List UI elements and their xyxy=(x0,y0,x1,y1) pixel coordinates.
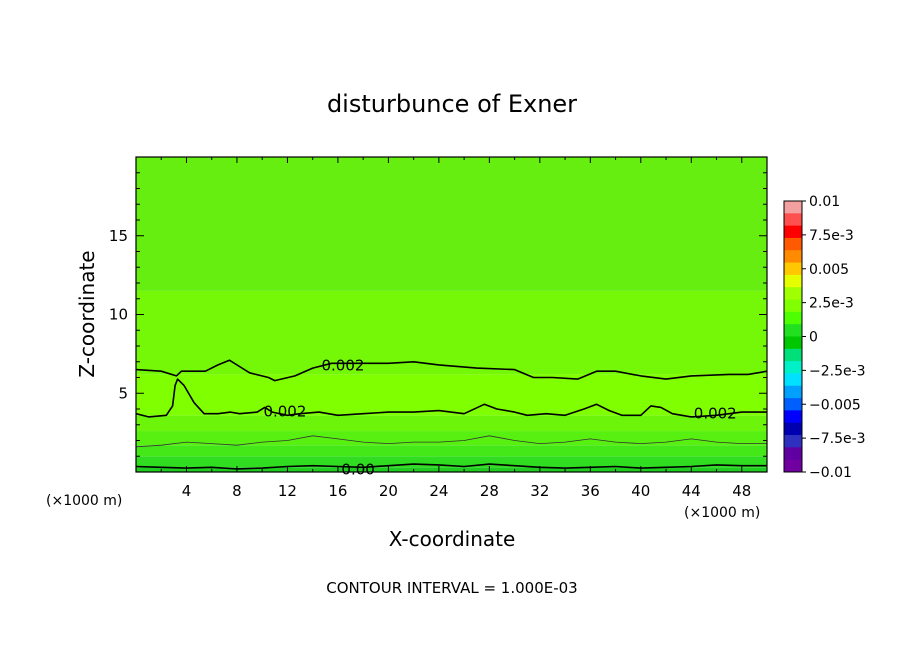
colorbar-swatch xyxy=(784,225,802,239)
colorbar-label: −0.01 xyxy=(809,465,852,481)
contour-fill-layer xyxy=(136,157,767,472)
colorbar-swatch xyxy=(784,336,802,350)
colorbar-label: −7.5e-3 xyxy=(809,431,866,447)
contour-band-1 xyxy=(136,456,767,468)
colorbar-swatch xyxy=(784,287,802,301)
colorbar-swatch xyxy=(784,385,802,399)
x-tick-label: 44 xyxy=(682,482,701,500)
colorbar-label: 2.5e-3 xyxy=(809,296,854,312)
colorbar-swatch xyxy=(784,201,802,214)
x-tick-label: 36 xyxy=(581,482,600,500)
contour-label-1: 0.002 xyxy=(263,402,306,420)
y-tick-label: 5 xyxy=(118,384,128,402)
colorbar-swatch xyxy=(784,324,802,337)
contour-label-0: 0.002 xyxy=(321,357,364,375)
colorbar-swatch xyxy=(784,410,802,424)
contour-line-layer xyxy=(136,359,767,470)
colorbar-swatch xyxy=(784,311,802,325)
contour-band-4 xyxy=(136,415,767,432)
x-tick-label: 4 xyxy=(182,482,192,500)
x-axis-title: X-coordinate xyxy=(389,527,516,551)
y-tick-label: 10 xyxy=(109,306,128,324)
x-tick-label: 8 xyxy=(232,482,242,500)
x-tick-label: 32 xyxy=(530,482,549,500)
contour-band-5 xyxy=(136,374,767,416)
contour-line-1 xyxy=(136,378,767,418)
colorbar: 0.01 7.5e-3 0.005 2.5e-3 0 −2.5e-3 −0.005 −7.5e… xyxy=(783,194,866,481)
colorbar-swatch xyxy=(784,348,802,362)
contour-band-0 xyxy=(136,467,767,472)
colorbar-label: 0.005 xyxy=(809,262,849,278)
contour-band-7 xyxy=(136,157,767,291)
contour-band-3 xyxy=(136,431,767,446)
colorbar-swatch xyxy=(784,213,802,227)
contour-line-3 xyxy=(136,463,767,470)
contour-interval-note: CONTOUR INTERVAL = 1.000E-03 xyxy=(326,579,577,597)
colorbar-swatch xyxy=(784,237,802,251)
x-tick-label: 48 xyxy=(732,482,751,500)
x-tick-label: 24 xyxy=(429,482,448,500)
colorbar-swatch xyxy=(784,262,802,276)
colorbar-label: 0 xyxy=(809,330,818,346)
y-axis-ticks: 5 10 15 xyxy=(109,172,767,457)
contour-label-layer: 0.002 0.002 0.00 0.002 xyxy=(263,357,736,479)
x-tick-label: 16 xyxy=(328,482,347,500)
x-tick-label: 20 xyxy=(379,482,398,500)
colorbar-label: 7.5e-3 xyxy=(809,228,854,244)
colorbar-swatch xyxy=(784,373,802,387)
colorbar-swatch xyxy=(784,250,802,264)
colorbar-label: −0.005 xyxy=(809,397,861,413)
x-tick-label: 40 xyxy=(631,482,650,500)
chart-title: disturbunce of Exner xyxy=(327,90,577,118)
contour-band-2 xyxy=(136,445,767,457)
colorbar-label: 0.01 xyxy=(809,194,840,210)
x-tick-label: 12 xyxy=(278,482,297,500)
contour-line-0 xyxy=(136,359,767,382)
contour-line-2 xyxy=(136,435,767,448)
y-axis-title: Z-coordinate xyxy=(75,250,99,377)
x-axis-ticks: 4 8 12 16 20 24 28 32 36 40 44 48 xyxy=(160,157,751,500)
colorbar-swatch xyxy=(784,459,802,473)
contour-band-6 xyxy=(136,290,767,375)
colorbar-swatch xyxy=(784,447,802,461)
colorbar-label: −2.5e-3 xyxy=(809,363,866,379)
x-unit-label-right: (×1000 m) xyxy=(684,505,760,521)
colorbar-swatch xyxy=(784,299,802,313)
x-tick-label: 28 xyxy=(480,482,499,500)
contour-label-1b: 0.002 xyxy=(694,405,737,423)
colorbar-swatch xyxy=(784,435,802,448)
colorbar-swatch xyxy=(784,274,802,288)
colorbar-swatch xyxy=(784,361,802,374)
contour-label-3: 0.00 xyxy=(341,461,374,479)
y-tick-label: 15 xyxy=(109,227,128,245)
colorbar-swatch xyxy=(784,398,802,411)
x-unit-label-left: (×1000 m) xyxy=(46,493,122,509)
colorbar-swatch xyxy=(784,422,802,436)
